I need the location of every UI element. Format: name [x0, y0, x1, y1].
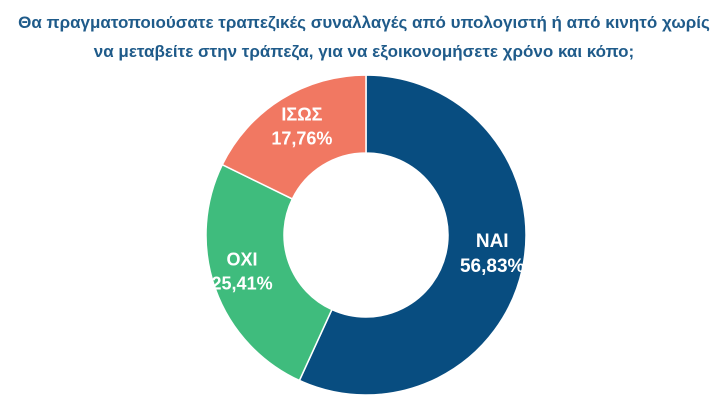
slice-1	[298, 74, 527, 396]
slice-2	[205, 163, 333, 382]
slice-3	[221, 74, 367, 200]
slice-value-label-3: 17,76%	[271, 128, 332, 148]
slice-value-label-1: 56,83%	[460, 256, 525, 277]
slice-name-label-3: ΙΣΩΣ	[281, 104, 322, 124]
slice-value-label-2: 25,41%	[212, 274, 273, 294]
chart-title-line-2: να μεταβείτε στην τράπεζα, για να εξοικο…	[93, 42, 635, 61]
slice-name-label-1: ΝΑΙ	[476, 231, 509, 252]
slice-name-label-2: ΟΧΙ	[227, 250, 258, 270]
chart-title: Θα πραγματοποιούσατε τραπεζικές συναλλαγ…	[0, 8, 728, 66]
chart-title-line-1: Θα πραγματοποιούσατε τραπεζικές συναλλαγ…	[18, 13, 710, 32]
